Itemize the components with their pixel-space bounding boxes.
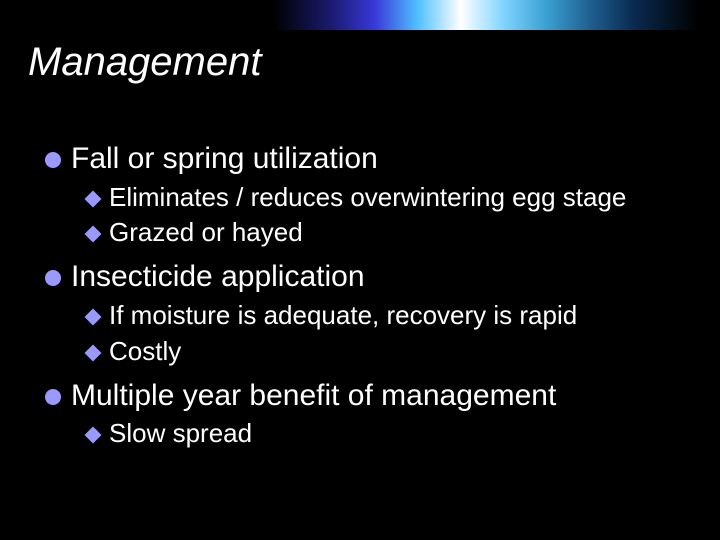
sublist-item-text: Slow spread [109, 419, 252, 449]
sublist-item-text: If moisture is adequate, recovery is rap… [109, 301, 577, 331]
circle-bullet-icon [45, 270, 61, 286]
list-item-text: Multiple year benefit of management [71, 379, 556, 414]
sublist-item-text: Eliminates / reduces overwintering egg s… [109, 183, 626, 213]
sublist-item: If moisture is adequate, recovery is rap… [87, 301, 667, 331]
diamond-bullet-icon [85, 190, 102, 207]
sublist-item: Costly [87, 337, 667, 367]
list-item-text: Insecticide application [71, 260, 365, 295]
diamond-bullet-icon [85, 308, 102, 325]
sublist-item-text: Grazed or hayed [109, 218, 303, 248]
list-item: Insecticide application [45, 260, 685, 295]
diamond-bullet-icon [85, 226, 102, 243]
slide-title: Management [28, 40, 261, 85]
circle-bullet-icon [45, 389, 61, 405]
list-item: Fall or spring utilization [45, 142, 685, 177]
slide-content: Fall or spring utilization Eliminates / … [45, 130, 685, 449]
sublist-item-text: Costly [109, 337, 181, 367]
diamond-bullet-icon [85, 344, 102, 361]
diamond-bullet-icon [85, 427, 102, 444]
header-gradient [0, 0, 720, 30]
list-item-text: Fall or spring utilization [71, 142, 378, 177]
sublist-item: Slow spread [87, 419, 667, 449]
sublist-item: Eliminates / reduces overwintering egg s… [87, 183, 667, 213]
list-item: Multiple year benefit of management [45, 379, 685, 414]
circle-bullet-icon [45, 152, 61, 168]
sublist-item: Grazed or hayed [87, 218, 667, 248]
